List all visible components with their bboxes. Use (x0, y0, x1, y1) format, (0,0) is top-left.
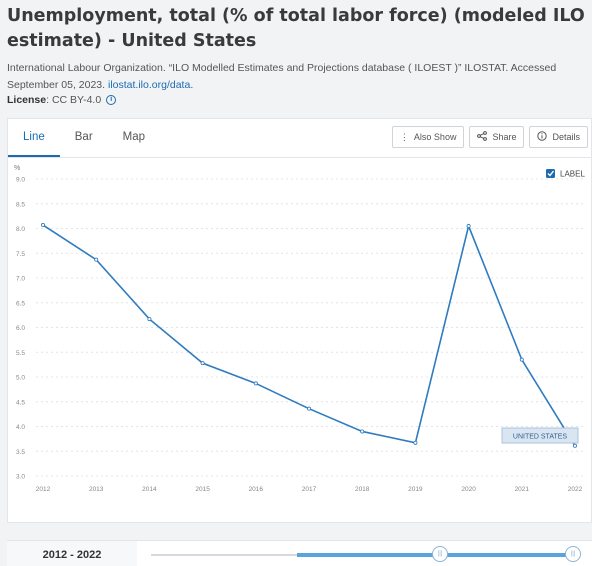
line-chart: 3.03.54.04.55.05.56.06.57.07.58.08.59.0 … (14, 165, 585, 493)
data-point[interactable] (200, 361, 205, 366)
y-tick-label: 9.0 (16, 177, 25, 184)
details-button[interactable]: Details (529, 126, 588, 148)
x-tick-label: 2020 (461, 486, 476, 493)
info-circle-icon (537, 131, 548, 143)
share-button[interactable]: Share (469, 126, 525, 148)
y-tick-label: 6.0 (16, 325, 25, 332)
chart-actions: ⋮ Also Show Share Details (391, 126, 588, 148)
legend-checkbox[interactable] (546, 169, 555, 178)
source-link[interactable]: ilostat.ilo.org/data (108, 79, 191, 91)
x-axis-ticks: 2012 2013 2014 2015 2016 2017 2018 2019 2020 2021… (36, 486, 583, 493)
info-icon[interactable]: i (106, 95, 117, 105)
x-tick-label: 2014 (142, 486, 157, 493)
series-tag: UNITED STATES (501, 427, 579, 444)
y-tick-label: 7.0 (16, 276, 25, 283)
series-tag-box (501, 427, 579, 444)
license-value: : CC BY-4.0 (46, 94, 102, 106)
y-tick-label: 3.5 (16, 449, 25, 456)
data-point[interactable] (147, 317, 152, 322)
chart-series (41, 223, 578, 448)
y-tick-label: 5.0 (16, 375, 25, 382)
series-tag-label: UNITED STATES (513, 434, 568, 441)
data-point[interactable] (253, 381, 258, 386)
also-show-label: Also Show (413, 132, 457, 142)
y-tick-label: 5.5 (16, 350, 25, 357)
view-tabs: Line Bar Map (8, 119, 160, 157)
y-tick-label: 4.0 (16, 424, 25, 431)
also-show-button[interactable]: ⋮ Also Show (391, 126, 465, 148)
y-tick-label: 6.5 (16, 300, 25, 307)
x-tick-label: 2012 (36, 486, 51, 493)
tab-map[interactable]: Map (122, 131, 146, 143)
x-tick-label: 2021 (515, 486, 530, 493)
share-label: Share (492, 132, 517, 142)
tabs-divider (8, 157, 591, 158)
share-icon (477, 131, 488, 143)
x-tick-label: 2016 (249, 486, 264, 493)
y-tick-label: 7.5 (16, 251, 25, 258)
y-axis-ticks: 3.0 3.5 4.0 4.5 5.0 5.5 6.0 6.5 7.0 7.5 8.0 8.5 9.0 (16, 177, 25, 481)
license-row: License: CC BY-4.0 i (7, 94, 117, 106)
chart-grid (36, 178, 583, 477)
x-tick-label: 2015 (195, 486, 210, 493)
x-tick-label: 2019 (408, 486, 423, 493)
x-tick-label: 2022 (568, 486, 583, 493)
source-text: International Labour Organization. “ILO … (7, 62, 557, 91)
series-line (42, 223, 576, 447)
range-end-handle[interactable]: ||| (565, 546, 581, 562)
time-range-slider: 2012 - 2022 ||| ||| (7, 540, 592, 566)
y-axis-label: % (14, 165, 20, 172)
data-point[interactable] (519, 357, 524, 362)
source-citation: International Labour Organization. “ILO … (7, 60, 592, 94)
details-label: Details (552, 132, 580, 142)
data-point[interactable] (466, 224, 471, 229)
tab-bar[interactable]: Bar (74, 131, 93, 143)
data-point[interactable] (573, 443, 578, 448)
y-tick-label: 3.0 (16, 474, 25, 481)
data-point[interactable] (413, 440, 418, 445)
x-tick-label: 2013 (89, 486, 104, 493)
tab-line[interactable]: Line (8, 119, 60, 157)
checkmark-icon (547, 170, 555, 177)
source-end: . (190, 79, 194, 91)
range-label: 2012 - 2022 (7, 541, 137, 566)
data-point[interactable] (94, 257, 99, 262)
x-tick-label: 2017 (302, 486, 317, 493)
more-vertical-icon: ⋮ (399, 131, 409, 142)
x-tick-label: 2018 (355, 486, 370, 493)
data-point[interactable] (306, 406, 311, 411)
page-title: Unemployment, total (% of total labor fo… (7, 6, 585, 51)
y-tick-label: 8.0 (16, 226, 25, 233)
y-tick-label: 8.5 (16, 201, 25, 208)
range-start-handle[interactable]: ||| (432, 546, 448, 562)
y-tick-label: 4.5 (16, 399, 25, 406)
license-label: License (7, 94, 47, 106)
data-point[interactable] (360, 429, 365, 434)
data-point[interactable] (41, 223, 46, 228)
legend-label: LABEL (560, 170, 585, 179)
legend-toggle[interactable]: LABEL (546, 169, 585, 179)
chart-card: Line Bar Map ⋮ Also Show Share Details 3.… (7, 118, 592, 523)
